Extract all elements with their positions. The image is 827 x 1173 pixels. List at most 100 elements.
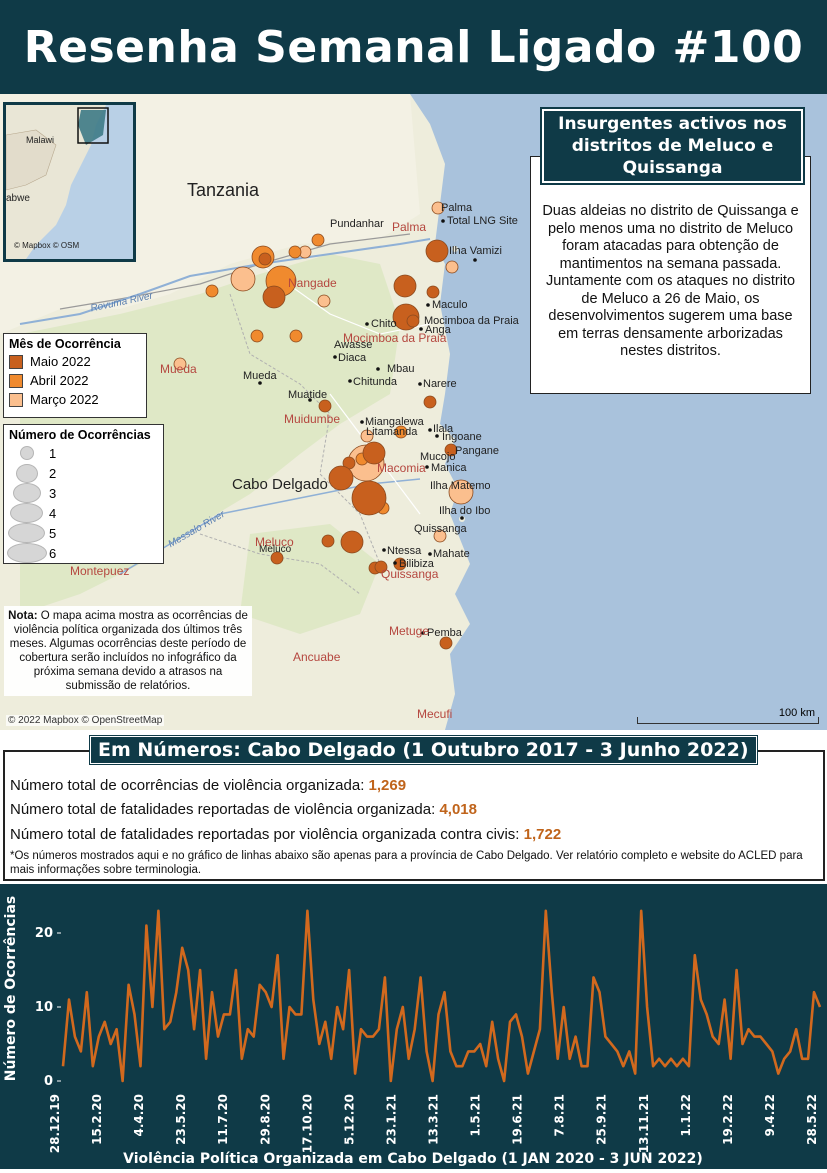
page-header: Resenha Semanal Ligado #100 (0, 0, 827, 94)
label-mahate: Mahate (433, 548, 470, 560)
y-axis-label: Número de Ocorrências (3, 896, 19, 1082)
series-line (61, 909, 822, 1083)
x-tick-label: 4.4.20 (132, 1094, 146, 1137)
stat-events: Número total de ocorrências de violência… (10, 777, 407, 794)
label-narere: Narere (423, 378, 457, 390)
x-tick-label: 23.1.21 (384, 1094, 398, 1145)
swatch-marco (9, 392, 23, 407)
label-mucojo: Mucojo (420, 451, 456, 463)
label-ingoane: Ingoane (442, 431, 482, 443)
legend-month: Mês de Ocorrência Maio 2022 Abril 2022 M… (3, 333, 147, 418)
legend-count-item: 2 (4, 463, 163, 483)
numbers-box: Número total de ocorrências de violência… (3, 750, 825, 881)
legend-count-item: 4 (4, 503, 163, 523)
page-title: Resenha Semanal Ligado #100 (23, 21, 804, 73)
legend-month-item: Abril 2022 (4, 371, 146, 390)
stat-civilian-fatalities: Número total de fatalidades reportadas p… (10, 826, 562, 843)
label-maculo: Maculo (432, 299, 468, 311)
x-tick-label: 29.8.20 (258, 1094, 272, 1145)
label-diaca: Diaca (338, 352, 367, 364)
inset-map: Malawi abwe © Mapbox © OSM (3, 102, 136, 262)
label-matemo: Ilha Matemo (430, 480, 491, 492)
numbers-title: Em Números: Cabo Delgado (1 Outubro 2017… (89, 735, 758, 765)
label-mbau: Mbau (387, 363, 415, 375)
label-mocimboa-district: Mocimboa da Praia (343, 331, 447, 345)
x-tick-label: 17.10.20 (300, 1094, 314, 1153)
x-tick-label: 15.2.20 (90, 1094, 104, 1145)
x-tick-label: 25.9.21 (595, 1094, 609, 1145)
inset-credit: © Mapbox © OSM (14, 241, 80, 250)
label-metuge-district: Metuge (389, 624, 430, 638)
y-tick-label: 20 (35, 926, 53, 941)
x-tick-label: 9.4.22 (763, 1094, 777, 1137)
label-vamizi: Ilha Vamizi (449, 245, 502, 257)
label-montepuez-district: Montepuez (70, 564, 130, 578)
label-chito: Chito (371, 318, 397, 330)
callout-box: Duas aldeias no distrito de Quissanga e … (530, 156, 811, 394)
x-tick-label: 13.11.21 (637, 1094, 651, 1153)
swatch-abril (9, 373, 23, 388)
x-tick-label: 28.12.19 (48, 1094, 62, 1153)
label-muidumbe-district: Muidumbe (284, 412, 341, 426)
legend-count-item: 6 (4, 543, 163, 563)
label-chitunda: Chitunda (353, 376, 398, 388)
label-pangane: Pangane (455, 445, 500, 457)
label-palma-district: Palma (392, 220, 427, 234)
y-tick-label: 0 (44, 1074, 53, 1089)
label-ilala: Ilala (433, 423, 454, 435)
callout-title: Insurgentes activos nos distritos de Mel… (540, 107, 805, 185)
stat-fatalities: Número total de fatalidades reportadas d… (10, 801, 477, 818)
x-tick-label: 1.1.22 (679, 1094, 693, 1137)
map[interactable]: Malawi abwe © Mapbox © OSM Tanzania Cabo… (0, 94, 827, 730)
x-tick-label: 7.8.21 (553, 1094, 567, 1137)
label-ntessa: Ntessa (387, 545, 422, 557)
inset-label-zimbabwe: abwe (6, 193, 30, 204)
legend-count-item: 1 (4, 443, 163, 463)
label-nangade-district: Nangade (288, 276, 337, 290)
label-quissanga-town: Quissanga (414, 523, 467, 535)
swatch-maio (9, 354, 23, 369)
x-tick-label: 1.5.21 (469, 1094, 483, 1137)
label-tanzania: Tanzania (187, 180, 260, 200)
legend-count: Número de Ocorrências 1 2 3 4 5 6 (3, 424, 164, 564)
label-anga: Anga (425, 324, 451, 336)
chart-svg: 0 10 20 28.12.19 15.2.20 4.4.20 23.5.20 11.7.20… (3, 896, 822, 1167)
label-mocimboa: Mocimboa da Praia (424, 315, 519, 327)
label-quissanga-district: Quissanga (381, 567, 439, 581)
x-tick-label: 13.3.21 (427, 1094, 441, 1145)
label-mueda-town: Mueda (243, 370, 277, 382)
label-miangalewa: Miangalewa (365, 416, 424, 428)
scale-bar: 100 km (637, 707, 819, 724)
inset-label-malawi: Malawi (26, 135, 55, 145)
x-tick-label: 5.12.20 (342, 1094, 356, 1145)
legend-month-item: Março 2022 (4, 390, 146, 409)
label-litamanda: Litamanda (366, 426, 418, 438)
x-tick-label: 19.2.22 (721, 1094, 735, 1145)
label-cabo-delgado: Cabo Delgado (232, 476, 328, 493)
label-palma: Palma (441, 202, 473, 214)
label-bilibiza: Bilibiza (399, 558, 434, 570)
map-credit[interactable]: © 2022 Mapbox © OpenStreetMap (6, 715, 165, 726)
label-mecufi-district: Mecufi (417, 707, 453, 721)
x-tick-label: 19.6.21 (511, 1094, 525, 1145)
x-tick-label: 28.5.22 (805, 1094, 819, 1145)
x-tick-label: 23.5.20 (174, 1094, 188, 1145)
label-macomia-district: Macomia (377, 461, 426, 475)
line-chart: 0 10 20 28.12.19 15.2.20 4.4.20 23.5.20 11.7.20… (0, 884, 827, 1169)
label-meluco-district: Meluco (255, 535, 294, 549)
label-meluco-town: Meluco (259, 544, 292, 555)
label-ibo: Ilha do Ibo (439, 505, 491, 517)
map-note: Nota: O mapa acima mostra as ocorrências… (4, 606, 252, 696)
legend-count-item: 3 (4, 483, 163, 503)
numbers-footnote: *Os números mostrados aqui e no gráfico … (10, 850, 803, 876)
label-muatide: Muatide (288, 389, 328, 401)
legend-count-title: Número de Ocorrências (9, 428, 151, 442)
x-axis-label: Violência Política Organizada em Cabo De… (123, 1151, 703, 1167)
y-tick-label: 10 (35, 1000, 53, 1015)
label-mueda-district: Mueda (160, 362, 197, 376)
legend-count-item: 5 (4, 523, 163, 543)
occurrence-markers (173, 201, 474, 650)
label-pemba: Pemba (427, 627, 462, 639)
label-pundanhar: Pundanhar (330, 218, 384, 230)
label-manica: Manica (431, 462, 467, 474)
